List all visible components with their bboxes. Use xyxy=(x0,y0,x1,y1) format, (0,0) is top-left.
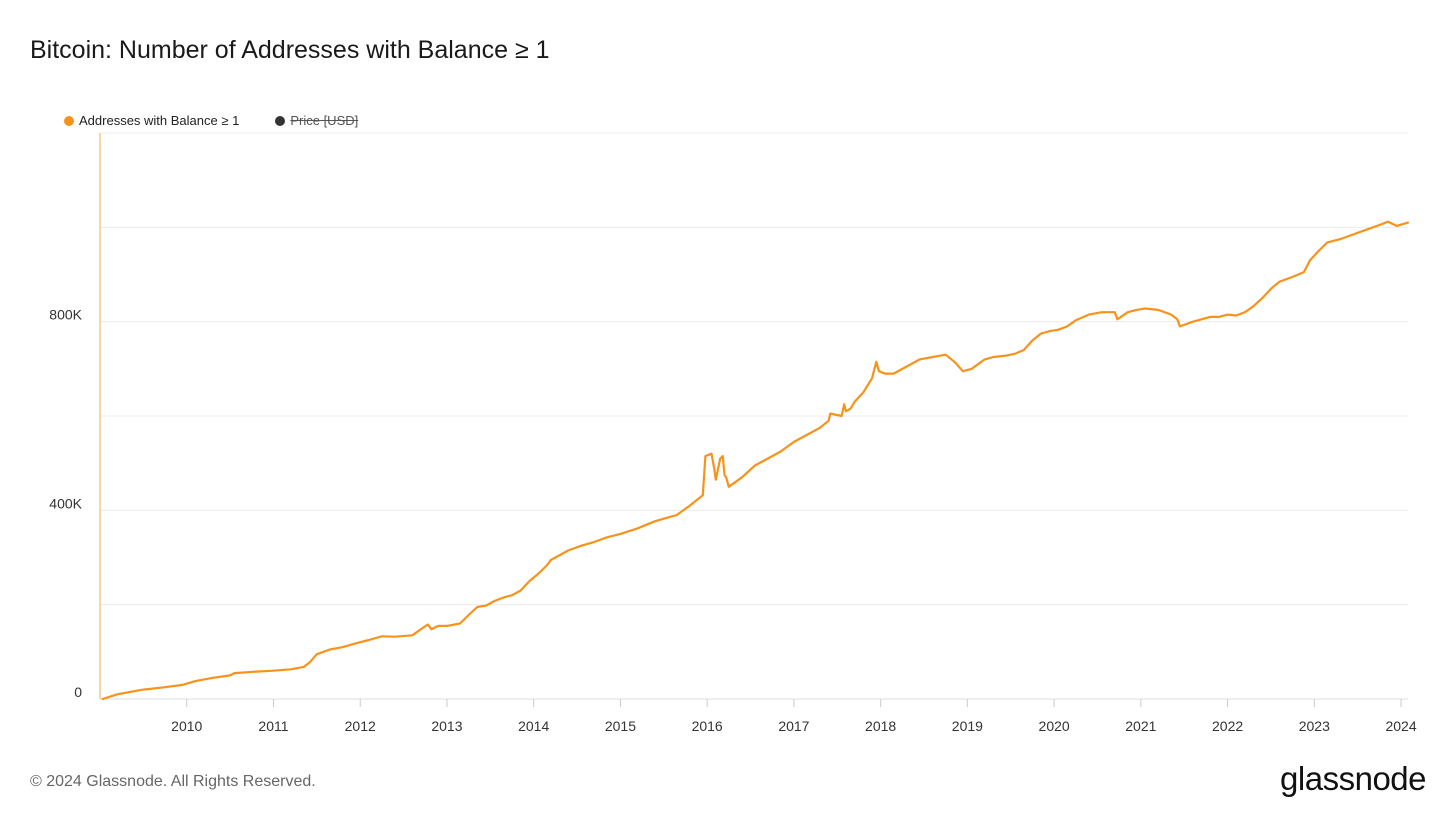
x-tick-label: 2021 xyxy=(1125,718,1156,734)
legend-label-price: Price [USD] xyxy=(290,113,359,128)
x-tick-label: 2022 xyxy=(1212,718,1243,734)
x-tick-labels: 2010 2011 2012 2013 2014 2015 2016 2017 2018 2019… xyxy=(171,718,1417,734)
x-tick-label: 2012 xyxy=(345,718,376,734)
x-tick-label: 2018 xyxy=(865,718,896,734)
series-line-addresses xyxy=(101,220,1410,701)
x-tick-label: 2017 xyxy=(778,718,809,734)
x-tick-label: 2016 xyxy=(692,718,723,734)
y-tick-label: 0 xyxy=(74,684,82,700)
axes xyxy=(99,133,1408,707)
legend-dot-addresses xyxy=(64,115,74,126)
y-tick-label: 800K xyxy=(49,307,82,323)
chart-title: Bitcoin: Number of Addresses with Balanc… xyxy=(30,36,550,64)
legend-dot-price xyxy=(275,115,286,126)
x-tick-label: 2014 xyxy=(518,718,549,734)
grid-lines xyxy=(100,132,1408,700)
legend-item-price[interactable]: Price [USD] xyxy=(275,113,358,128)
x-tick-label: 2011 xyxy=(258,718,288,734)
y-tick-labels: 0 400K 800K xyxy=(49,307,82,700)
x-tick-label: 2013 xyxy=(431,718,462,734)
x-tick-label: 2010 xyxy=(171,718,202,734)
glassnode-logo: glassnode xyxy=(1280,760,1426,797)
x-tick-label: 2024 xyxy=(1385,718,1416,734)
y-tick-label: 400K xyxy=(49,495,82,511)
x-tick-label: 2023 xyxy=(1299,718,1330,734)
copyright-text: © 2024 Glassnode. All Rights Reserved. xyxy=(30,773,316,790)
series-lines xyxy=(101,220,1410,701)
legend-label-addresses: Addresses with Balance ≥ 1 xyxy=(79,113,240,128)
x-tick-label: 2015 xyxy=(605,718,636,734)
legend-item-addresses[interactable]: Addresses with Balance ≥ 1 xyxy=(64,113,239,128)
x-tick-label: 2019 xyxy=(952,718,983,734)
legend: Addresses with Balance ≥ 1 Price [USD] xyxy=(64,113,394,128)
x-tick-label: 2020 xyxy=(1039,718,1070,734)
